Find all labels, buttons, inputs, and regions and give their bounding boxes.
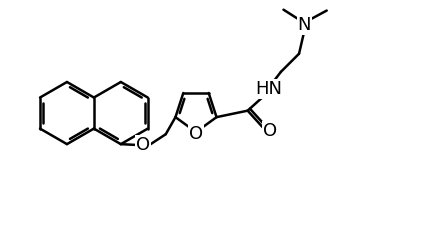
Text: N: N (298, 16, 311, 34)
Text: O: O (136, 136, 150, 154)
Text: O: O (189, 125, 203, 143)
Text: O: O (263, 122, 277, 140)
Text: HN: HN (256, 80, 283, 98)
